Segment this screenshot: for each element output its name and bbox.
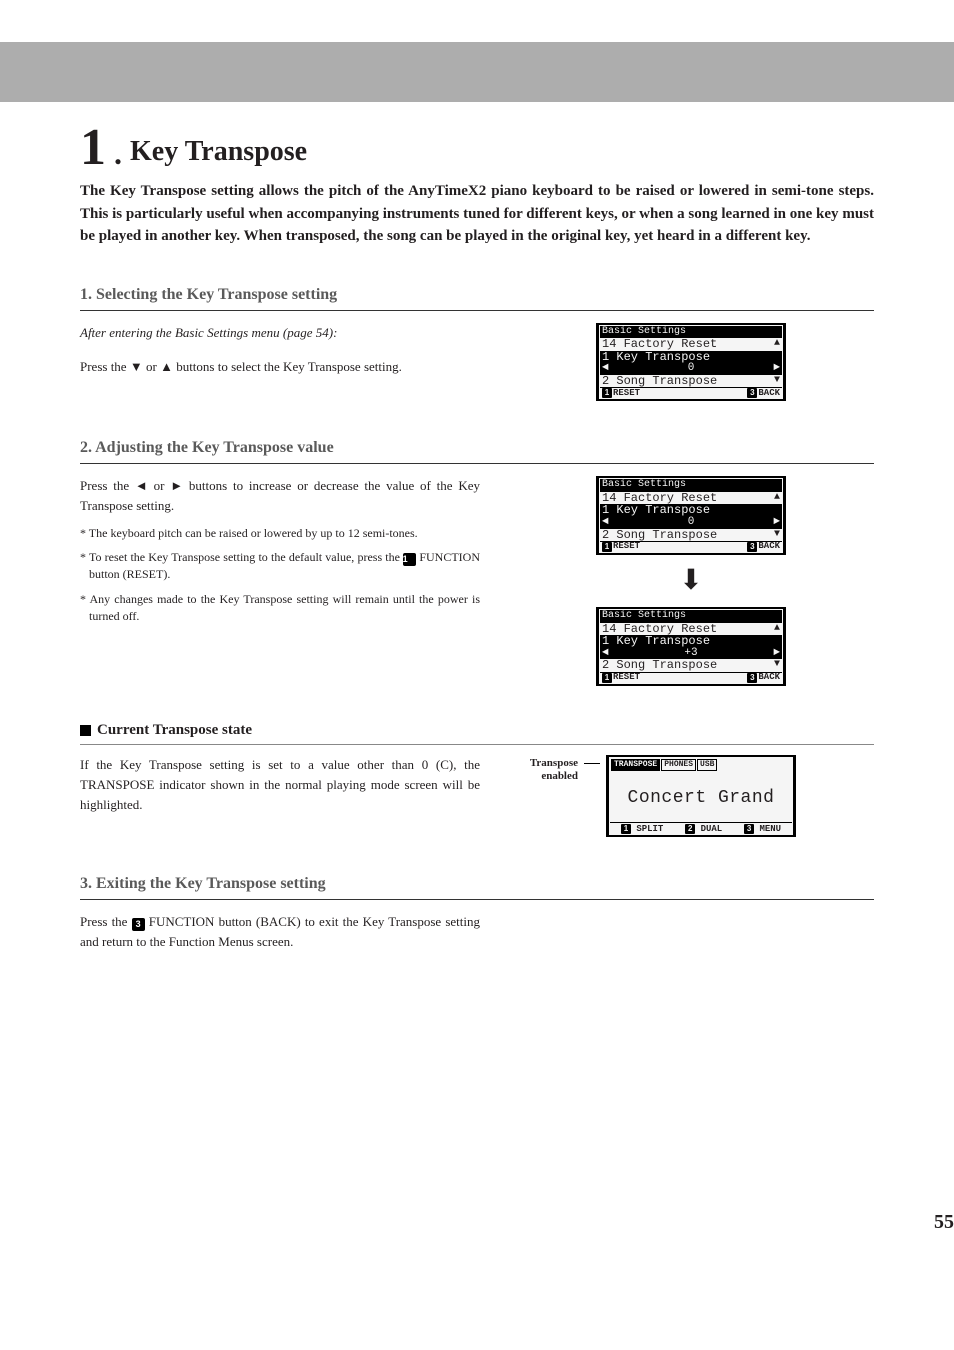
page-number: 55 <box>934 1212 954 1232</box>
up-arrow-icon: ▲ <box>160 359 173 374</box>
transpose-enabled-label: Transpose enabled <box>508 755 578 783</box>
lcd1-right-tri: ► <box>773 363 780 375</box>
section-current-state-heading: Current Transpose state <box>80 722 874 745</box>
lcd2b-down: ▼ <box>774 660 780 671</box>
lcd2a-fr-num: 3 <box>747 542 757 552</box>
section-1-line2: Press the ▼ or ▲ buttons to select the K… <box>80 357 480 377</box>
down-arrow-between-icon: ⬇ <box>596 567 786 595</box>
section-1-heading: 1. Selecting the Key Transpose setting <box>80 286 874 311</box>
lcd2a-fl: RESET <box>613 542 640 551</box>
section-2-body: Press the ◄ or ► buttons to increase or … <box>80 476 480 624</box>
lcd1-value-line: ◄ 0 ► <box>600 363 782 375</box>
lcd2b-title: Basic Settings <box>600 610 782 623</box>
lcd1-row14-text: 14 Factory Reset <box>602 338 717 351</box>
lcd-screenshot-2a: Basic Settings 14 Factory Reset▲ 1 Key T… <box>596 476 786 555</box>
section-2-heading: 2. Adjusting the Key Transpose value <box>80 439 874 464</box>
section-2-line1: Press the ◄ or ► buttons to increase or … <box>80 476 480 516</box>
lcd2a-down: ▼ <box>774 530 780 541</box>
lcd2a-value: 0 <box>688 517 695 529</box>
pm-n1: 1 <box>621 824 631 834</box>
lcd2a-right: ► <box>773 517 780 529</box>
section-current-state-body: If the Key Transpose setting is set to a… <box>80 755 480 815</box>
lcd2a-title: Basic Settings <box>600 479 782 492</box>
lcd1-foot-right-num: 3 <box>747 388 757 398</box>
section-1-line2a: Press the <box>80 359 130 374</box>
chapter-heading: 1 . Key Transpose <box>80 122 874 174</box>
lcd1-row2-text: 2 Song Transpose <box>602 375 717 388</box>
intro-paragraph: The Key Transpose setting allows the pit… <box>80 180 874 248</box>
lcd1-left-tri: ◄ <box>602 363 609 375</box>
lcd2b-row1: 1 Key Transpose <box>602 635 710 648</box>
callout-line <box>584 763 600 764</box>
section-1-line1: After entering the Basic Settings menu (… <box>80 323 480 343</box>
lcd2b-fl-num: 1 <box>602 673 612 683</box>
pm-top-pills: TRANSPOSE PHONES USB <box>610 758 792 772</box>
lcd1-up-caret: ▲ <box>774 339 780 350</box>
chapter-dot: . <box>114 137 122 169</box>
section-1-lcd-col: Basic Settings 14 Factory Reset▲ 1 Key T… <box>508 323 874 402</box>
pill-phones: PHONES <box>661 759 696 771</box>
lcd2b-up: ▲ <box>774 624 780 635</box>
lcd1-value: 0 <box>688 363 695 375</box>
section-2-note2: * To reset the Key Transpose setting to … <box>80 549 480 583</box>
section-current-state-text: If the Key Transpose setting is set to a… <box>80 755 480 815</box>
pm-footer: 1 SPLIT 2 DUAL 3 MENU <box>610 822 792 834</box>
lcd-screenshot-1: Basic Settings 14 Factory Reset▲ 1 Key T… <box>596 323 786 402</box>
lcd2a-row2: 2 Song Transpose <box>602 529 717 542</box>
section-3-body: Press the 3 FUNCTION button (BACK) to ex… <box>80 912 480 952</box>
pm-main-text: Concert Grand <box>610 772 792 822</box>
playing-mode-lcd: TRANSPOSE PHONES USB Concert Grand 1 SPL… <box>606 755 796 837</box>
lcd1-foot-left: RESET <box>613 389 640 398</box>
pm-l2: DUAL <box>701 824 723 834</box>
lcd1-down-caret: ▼ <box>774 376 780 387</box>
black-square-icon <box>80 725 91 736</box>
section-current-state-title: Current Transpose state <box>97 722 252 739</box>
pill-usb: USB <box>697 759 717 771</box>
section-1-line2c: buttons to select the Key Transpose sett… <box>173 359 402 374</box>
section-1-body: After entering the Basic Settings menu (… <box>80 323 480 377</box>
lcd2b-fl: RESET <box>613 673 640 682</box>
lcd-screenshot-2b: Basic Settings 14 Factory Reset▲ 1 Key T… <box>596 607 786 686</box>
pm-n3: 3 <box>744 824 754 834</box>
pill-transpose: TRANSPOSE <box>611 759 660 771</box>
lcd2b-fr: BACK <box>758 673 780 682</box>
down-arrow-icon: ▼ <box>130 359 143 374</box>
header-grey-bar <box>0 42 954 102</box>
lcd2a-up: ▲ <box>774 493 780 504</box>
section-3-heading: 3. Exiting the Key Transpose setting <box>80 875 874 900</box>
lcd2a-left: ◄ <box>602 517 609 529</box>
lcd1-foot-left-num: 1 <box>602 388 612 398</box>
lcd1-row-14: 14 Factory Reset ▲ <box>600 338 782 351</box>
section-2-line1b: or <box>148 478 170 493</box>
pm-l1: SPLIT <box>636 824 663 834</box>
lcd2b-row2: 2 Song Transpose <box>602 659 717 672</box>
lcd2b-right: ► <box>773 648 780 660</box>
section-2-note2a: * To reset the Key Transpose setting to … <box>80 550 403 564</box>
lcd1-footer: 1RESET 3BACK <box>600 387 782 398</box>
section-2-note1: * The keyboard pitch can be raised or lo… <box>80 525 480 542</box>
playing-mode-block: Transpose enabled TRANSPOSE PHONES USB C… <box>508 755 796 837</box>
lcd2a-fl-num: 1 <box>602 542 612 552</box>
section-2-line1a: Press the <box>80 478 135 493</box>
chapter-number: 1 <box>80 122 106 174</box>
section-3-text: Press the 3 FUNCTION button (BACK) to ex… <box>80 912 480 952</box>
section-3-text-a: Press the <box>80 914 132 929</box>
section-2-note3: * Any changes made to the Key Transpose … <box>80 591 480 625</box>
left-arrow-icon: ◄ <box>135 478 148 493</box>
chapter-title: Key Transpose <box>130 137 307 168</box>
page-content: 1 . Key Transpose The Key Transpose sett… <box>0 122 954 1262</box>
pm-n2: 2 <box>685 824 695 834</box>
pm-l3: MENU <box>759 824 781 834</box>
lcd2b-fr-num: 3 <box>747 673 757 683</box>
right-arrow-icon: ► <box>170 478 183 493</box>
function-3-icon: 3 <box>132 918 145 931</box>
lcd1-foot-right: BACK <box>758 389 780 398</box>
function-1-icon: 1 <box>403 553 416 566</box>
lcd1-row-2: 2 Song Transpose ▼ <box>600 375 782 388</box>
section-2-lcd-col: Basic Settings 14 Factory Reset▲ 1 Key T… <box>508 476 874 686</box>
section-1-line2b: or <box>143 359 160 374</box>
lcd2a-fr: BACK <box>758 542 780 551</box>
